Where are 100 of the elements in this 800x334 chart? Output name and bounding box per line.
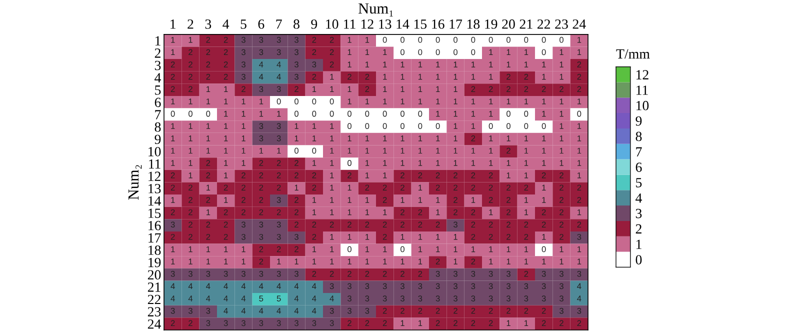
data-label: 1 bbox=[224, 258, 228, 264]
x-tick-label: 17 bbox=[450, 19, 462, 29]
data-label: 0 bbox=[542, 123, 546, 130]
data-label: 2 bbox=[400, 172, 404, 178]
y-tick-label: 22 bbox=[148, 294, 160, 304]
data-label: 1 bbox=[383, 86, 387, 92]
data-label: 1 bbox=[560, 110, 564, 117]
data-label: 1 bbox=[471, 246, 476, 252]
data-label: 2 bbox=[206, 160, 210, 166]
data-label: 3 bbox=[454, 296, 458, 302]
data-label: 2 bbox=[170, 320, 175, 326]
data-label: 1 bbox=[454, 86, 458, 92]
data-label: 2 bbox=[436, 172, 440, 178]
data-label: 3 bbox=[436, 283, 440, 290]
data-label: 2 bbox=[294, 172, 298, 178]
data-label: 1 bbox=[312, 136, 316, 142]
data-label: 1 bbox=[365, 246, 370, 252]
data-label: 1 bbox=[365, 62, 370, 68]
data-label: 1 bbox=[383, 209, 387, 216]
data-label: 3 bbox=[276, 270, 281, 277]
data-label: 2 bbox=[471, 86, 476, 92]
data-label: 1 bbox=[312, 123, 316, 129]
data-label: 1 bbox=[577, 49, 582, 56]
data-label: 4 bbox=[276, 308, 281, 314]
data-label: 3 bbox=[276, 234, 281, 240]
data-label: 3 bbox=[365, 296, 370, 302]
data-label: 1 bbox=[542, 148, 546, 154]
data-label: 2 bbox=[276, 246, 281, 252]
y-tick-label: 20 bbox=[148, 270, 161, 280]
data-label: 3 bbox=[348, 308, 352, 314]
data-label: 0 bbox=[382, 36, 387, 43]
data-label: 1 bbox=[489, 98, 493, 104]
data-label: 2 bbox=[506, 148, 510, 154]
data-label: 1 bbox=[242, 123, 246, 129]
data-label: 4 bbox=[259, 74, 264, 80]
x-tick-label: 24 bbox=[572, 19, 586, 29]
data-label: 1 bbox=[506, 258, 510, 264]
x-tick-label: 21 bbox=[520, 19, 532, 29]
data-label: 3 bbox=[560, 283, 564, 290]
data-label: 2 bbox=[206, 36, 210, 43]
data-label: 1 bbox=[171, 258, 175, 264]
data-label: 2 bbox=[471, 258, 476, 264]
data-label: 1 bbox=[400, 136, 404, 142]
data-label: 2 bbox=[471, 308, 476, 314]
data-label: 3 bbox=[348, 283, 352, 290]
data-label: 1 bbox=[542, 197, 546, 203]
data-label: 2 bbox=[224, 222, 228, 228]
data-label: 0 bbox=[294, 148, 298, 154]
data-label: 3 bbox=[418, 296, 422, 302]
y-tick-label: 10 bbox=[148, 146, 161, 156]
data-label: 2 bbox=[506, 184, 510, 191]
data-label: 2 bbox=[206, 49, 210, 56]
data-label: 2 bbox=[436, 320, 440, 326]
data-label: 2 bbox=[560, 320, 564, 326]
data-label: 0 bbox=[330, 110, 334, 117]
data-label: 2 bbox=[259, 209, 264, 216]
x-tick-label: 3 bbox=[205, 19, 212, 29]
data-label: 1 bbox=[259, 110, 264, 117]
data-label: 1 bbox=[454, 148, 458, 154]
data-label: 3 bbox=[471, 270, 476, 277]
data-label: 1 bbox=[188, 123, 192, 129]
data-label: 2 bbox=[471, 234, 476, 240]
data-label: 1 bbox=[436, 197, 440, 203]
data-label: 4 bbox=[188, 296, 193, 302]
data-label: 0 bbox=[276, 98, 281, 104]
data-label: 4 bbox=[170, 296, 175, 302]
data-label: 3 bbox=[542, 283, 546, 290]
data-label: 1 bbox=[454, 234, 458, 240]
data-label: 2 bbox=[224, 74, 228, 80]
data-label: 1 bbox=[206, 148, 210, 154]
data-label: 3 bbox=[276, 36, 281, 43]
data-label: 0 bbox=[365, 110, 370, 117]
data-label: 1 bbox=[489, 62, 493, 68]
data-label: 0 bbox=[382, 110, 387, 117]
data-label: 3 bbox=[330, 308, 334, 314]
data-label: 2 bbox=[348, 222, 352, 228]
data-label: 1 bbox=[454, 74, 458, 80]
data-label: 1 bbox=[560, 160, 564, 166]
data-label: 2 bbox=[488, 86, 493, 92]
data-label: 3 bbox=[400, 296, 404, 302]
data-label: 1 bbox=[242, 160, 246, 166]
data-label: 1 bbox=[524, 209, 528, 216]
data-label: 0 bbox=[400, 123, 404, 130]
data-label: 2 bbox=[488, 320, 493, 326]
data-label: 1 bbox=[330, 86, 334, 92]
data-label: 1 bbox=[206, 123, 210, 129]
x-tick-label: 6 bbox=[258, 19, 264, 29]
data-label: 1 bbox=[330, 172, 334, 178]
data-label: 2 bbox=[471, 135, 476, 142]
data-label: 1 bbox=[560, 62, 564, 68]
data-label: 1 bbox=[436, 110, 440, 117]
data-label: 3 bbox=[560, 296, 564, 302]
x-tick-label: 11 bbox=[344, 19, 356, 29]
data-label: 1 bbox=[383, 74, 387, 80]
data-label: 1 bbox=[206, 184, 210, 191]
data-label: 2 bbox=[294, 209, 298, 216]
data-label: 1 bbox=[224, 123, 228, 129]
data-label: 2 bbox=[206, 62, 210, 68]
data-label: 3 bbox=[577, 234, 582, 240]
x-tick-label: 13 bbox=[379, 19, 392, 29]
